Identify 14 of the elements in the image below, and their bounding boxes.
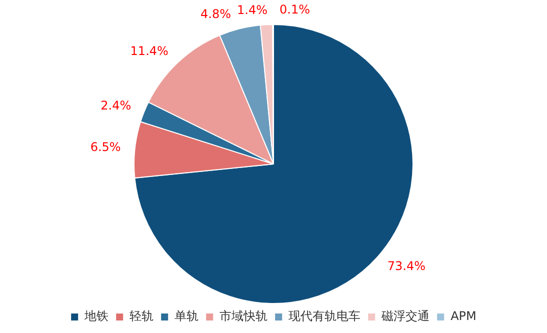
data-label: 11.4%	[130, 44, 168, 58]
legend-label: 市域快轨	[220, 309, 268, 324]
data-label: 1.4%	[237, 2, 268, 17]
legend-label: 现代有轨电车	[288, 309, 361, 324]
data-label: 2.4%	[100, 98, 132, 113]
legend-label: 单轨	[174, 309, 199, 324]
data-label: 6.5%	[90, 140, 121, 154]
data-label: 73.4%	[387, 259, 426, 274]
data-label: 0.1%	[280, 2, 310, 17]
data-label: 4.8%	[200, 7, 232, 22]
legend-label: 轻轨	[130, 309, 154, 324]
legend-label: 地铁	[84, 309, 109, 324]
legend-label: APM	[450, 309, 476, 324]
legend-label: 磁浮交通	[380, 309, 430, 324]
